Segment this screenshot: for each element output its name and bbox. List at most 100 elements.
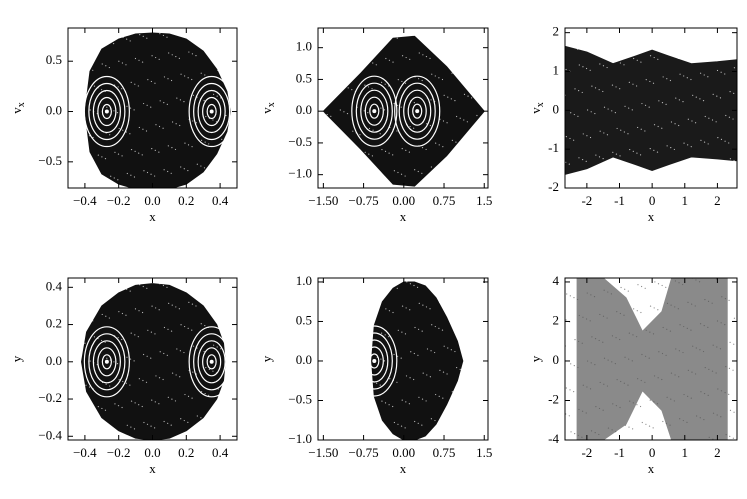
speckle	[167, 78, 169, 80]
speckle	[137, 85, 139, 87]
speckle	[649, 305, 652, 307]
speckle	[150, 357, 152, 359]
speckle	[76, 365, 78, 367]
plot-area	[318, 28, 487, 188]
speckle	[429, 124, 431, 127]
speckle	[644, 355, 647, 357]
y-tick-label: 2	[553, 312, 560, 327]
speckle	[645, 171, 647, 174]
speckle	[80, 366, 82, 369]
speckle	[209, 184, 211, 187]
speckle	[179, 99, 181, 101]
speckle	[577, 115, 579, 117]
panel: −1.50 −0.75 0.00 0.75 1.5 −1.0 −0.5 0.0 0.5 1.0 x y	[259, 273, 492, 476]
speckle	[454, 350, 456, 353]
speckle	[404, 427, 406, 429]
speckle	[383, 360, 386, 362]
speckle	[117, 86, 119, 88]
speckle	[455, 392, 457, 395]
speckle	[142, 285, 144, 288]
speckle	[616, 127, 618, 130]
speckle	[134, 402, 136, 404]
speckle	[574, 181, 576, 183]
speckle	[712, 186, 714, 188]
island-ring	[88, 82, 126, 141]
speckle	[208, 50, 210, 52]
speckle	[733, 343, 735, 345]
speckle	[326, 113, 328, 116]
speckle	[627, 40, 629, 42]
speckle	[159, 283, 161, 285]
speckle	[695, 96, 697, 98]
speckle	[687, 301, 689, 303]
speckle	[363, 293, 365, 295]
speckle	[76, 181, 79, 183]
speckle	[628, 107, 630, 109]
speckle	[158, 309, 160, 311]
orbit-region	[80, 283, 226, 440]
speckle	[229, 183, 231, 186]
speckle	[106, 357, 108, 359]
speckle	[678, 32, 680, 34]
speckle	[167, 422, 169, 424]
speckle	[438, 327, 440, 329]
speckle	[724, 391, 726, 394]
speckle	[384, 176, 386, 178]
speckle	[471, 348, 473, 350]
speckle	[401, 331, 403, 333]
speckle	[71, 70, 74, 72]
speckle	[446, 305, 448, 307]
speckle	[725, 366, 727, 368]
speckle	[208, 394, 210, 396]
speckle	[330, 340, 333, 343]
speckle	[225, 434, 227, 436]
speckle	[607, 359, 609, 361]
speckle	[657, 309, 659, 311]
speckle	[574, 433, 576, 435]
speckle	[355, 65, 357, 67]
speckle	[434, 351, 436, 354]
speckle	[480, 158, 483, 160]
speckle	[104, 341, 106, 343]
y-axis-label: vx	[9, 102, 27, 114]
speckle	[216, 278, 218, 280]
speckle	[569, 389, 571, 391]
speckle	[224, 391, 226, 394]
speckle	[426, 123, 428, 125]
speckle	[708, 184, 710, 187]
speckle	[208, 368, 210, 370]
speckle	[334, 410, 336, 412]
speckle	[451, 323, 453, 325]
speckle	[134, 334, 136, 336]
speckle	[154, 401, 156, 403]
speckle	[724, 140, 726, 142]
speckle	[603, 289, 605, 291]
speckle	[662, 76, 664, 78]
speckle	[359, 291, 361, 293]
speckle	[133, 176, 136, 178]
speckle	[384, 150, 387, 152]
x-tick-label: −0.2	[107, 193, 131, 208]
speckle	[674, 55, 676, 58]
speckle	[573, 297, 575, 299]
speckle	[129, 290, 131, 292]
speckle	[569, 295, 571, 297]
speckle	[130, 426, 132, 428]
speckle	[381, 81, 383, 84]
speckle	[666, 52, 669, 54]
speckle	[611, 361, 613, 363]
speckle	[158, 58, 160, 60]
speckle	[732, 118, 734, 120]
speckle	[712, 160, 715, 163]
speckle	[191, 53, 194, 55]
speckle	[675, 348, 677, 350]
speckle	[468, 320, 470, 322]
speckle	[598, 156, 601, 158]
speckle	[607, 291, 609, 293]
speckle	[455, 324, 457, 327]
y-tick-label: −0.2	[38, 390, 62, 405]
x-tick-label: 0.75	[433, 193, 456, 208]
speckle	[429, 308, 431, 310]
speckle	[81, 64, 83, 66]
speckle	[356, 289, 358, 291]
